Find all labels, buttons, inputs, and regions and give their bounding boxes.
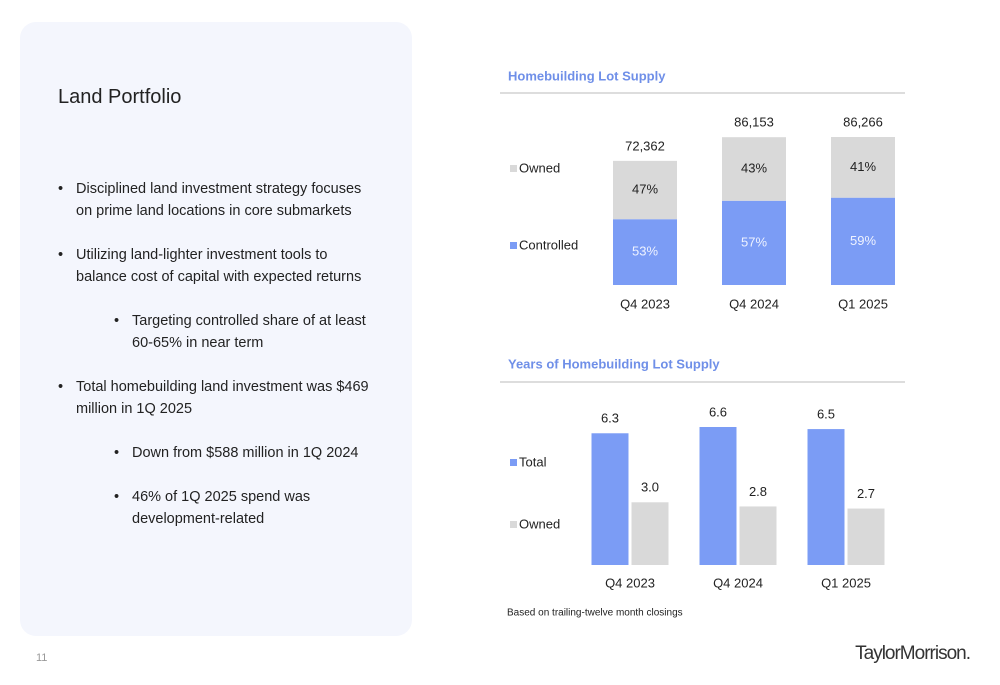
text-panel: Land Portfolio Disciplined land investme… xyxy=(20,22,412,636)
data-label: 57% xyxy=(741,234,767,249)
data-label: 41% xyxy=(850,159,876,174)
bar-segment xyxy=(613,219,677,285)
bullet: Total homebuilding land investment was $… xyxy=(58,376,378,530)
legend-label: Controlled xyxy=(519,237,578,252)
data-label: 6.6 xyxy=(709,404,727,419)
footnote: Based on trailing-twelve month closings xyxy=(507,608,683,619)
data-label: 6.3 xyxy=(601,411,619,426)
chart-title: Years of Homebuilding Lot Supply xyxy=(508,356,720,371)
legend-label: Owned xyxy=(519,516,560,531)
bar xyxy=(807,429,845,565)
logo: TaylorMorrison. xyxy=(855,643,971,664)
data-label: 59% xyxy=(850,233,876,248)
bar-segment xyxy=(722,200,786,285)
total-label: 72,362 xyxy=(625,138,665,153)
legend-swatch xyxy=(510,459,517,466)
bar xyxy=(631,502,669,565)
data-label: 47% xyxy=(632,181,658,196)
bar xyxy=(739,506,777,565)
slide-title: Land Portfolio xyxy=(58,86,182,108)
bar xyxy=(699,427,737,565)
bar-segment xyxy=(831,197,895,285)
bar-segment xyxy=(613,160,677,220)
bullet-list: Disciplined land investment strategy foc… xyxy=(58,178,378,552)
x-tick-label: Q4 2023 xyxy=(605,575,655,590)
bar-segment xyxy=(722,137,786,201)
sub-bullet: Targeting controlled share of at least 6… xyxy=(76,310,378,354)
legend-label: Owned xyxy=(519,160,560,175)
x-tick-label: Q1 2025 xyxy=(821,575,871,590)
sub-bullet: 46% of 1Q 2025 spend was development-rel… xyxy=(76,486,378,530)
data-label: 3.0 xyxy=(641,480,659,495)
bar-segment xyxy=(831,137,895,198)
bullet: Disciplined land investment strategy foc… xyxy=(58,178,378,222)
legend-label: Total xyxy=(519,454,547,469)
data-label: 6.5 xyxy=(817,407,835,422)
x-tick-label: Q1 2025 xyxy=(838,296,888,311)
chart-title: Homebuilding Lot Supply xyxy=(508,68,666,83)
legend-swatch xyxy=(510,165,517,172)
page-number: 11 xyxy=(36,652,48,664)
total-label: 86,153 xyxy=(734,115,774,130)
total-label: 86,266 xyxy=(843,114,883,129)
legend-swatch xyxy=(510,242,517,249)
data-label: 43% xyxy=(741,160,767,175)
data-label: 53% xyxy=(632,244,658,259)
bullet: Utilizing land-lighter investment tools … xyxy=(58,244,378,354)
sub-bullet: Down from $588 million in 1Q 2024 xyxy=(76,442,378,464)
x-tick-label: Q4 2024 xyxy=(729,296,779,311)
bar xyxy=(847,508,885,565)
x-tick-label: Q4 2023 xyxy=(620,296,670,311)
x-tick-label: Q4 2024 xyxy=(713,575,763,590)
legend-swatch xyxy=(510,521,517,528)
data-label: 2.7 xyxy=(857,486,875,501)
data-label: 2.8 xyxy=(749,484,767,499)
bar xyxy=(591,433,629,565)
